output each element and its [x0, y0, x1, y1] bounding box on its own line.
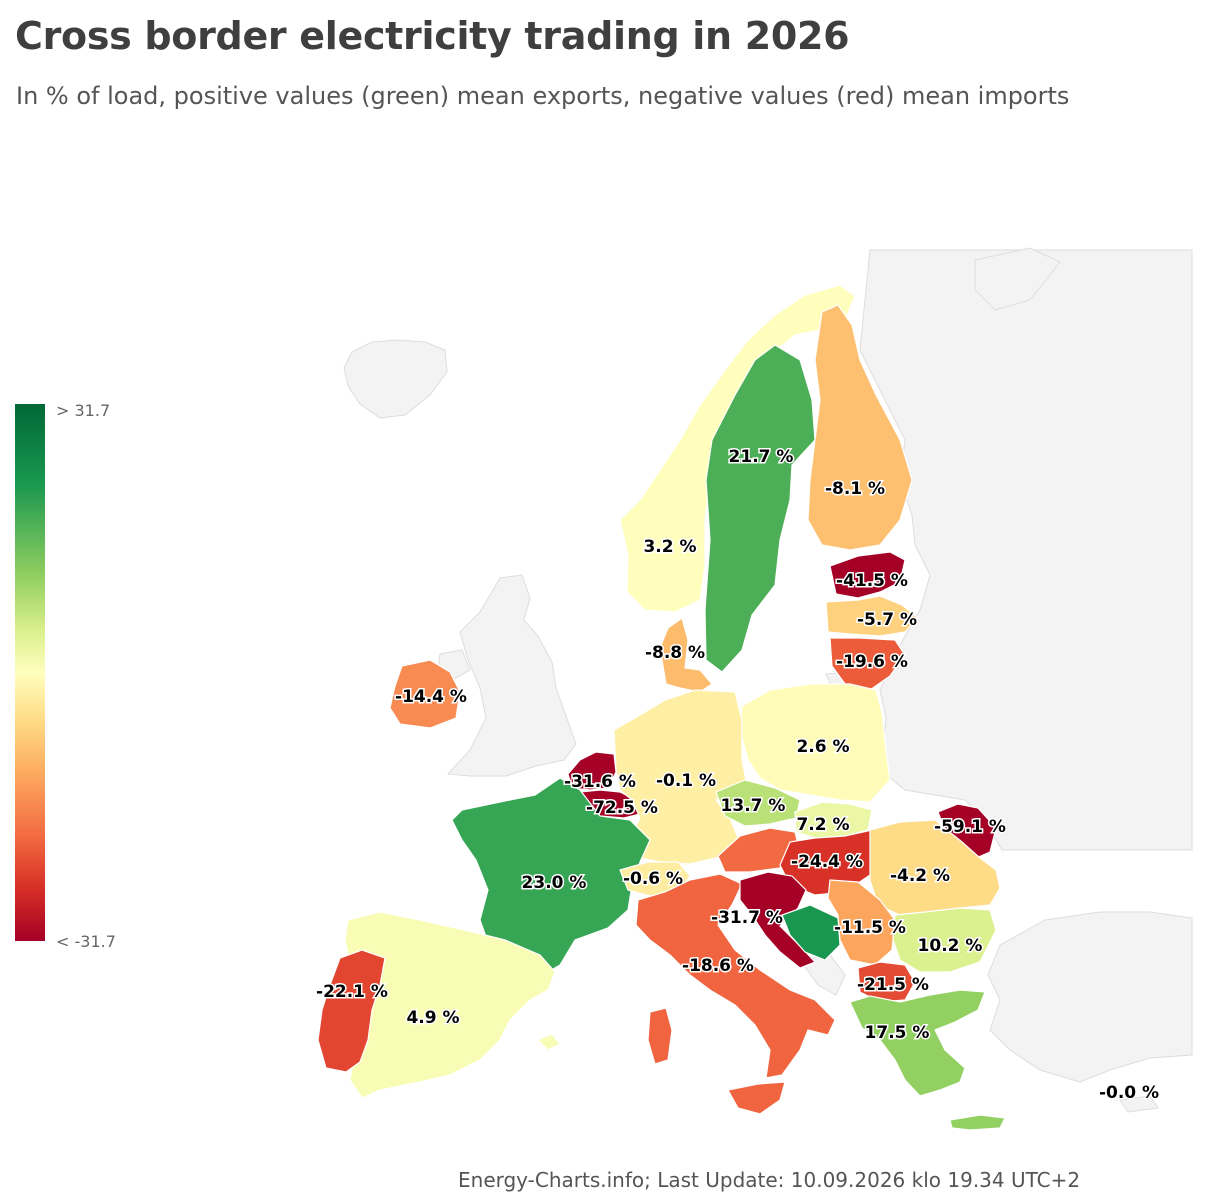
legend-max-label: > 31.7: [56, 401, 111, 420]
label-it: -18.6 %: [682, 956, 754, 976]
country-pl: [739, 683, 891, 803]
label-si: -31.7 %: [711, 908, 783, 928]
chart-subtitle: In % of load, positive values (green) me…: [16, 82, 1070, 110]
country-it-sardinia: [647, 1007, 673, 1065]
country-fi: [807, 304, 913, 551]
footer-source: Energy-Charts.info; Last Update: 10.09.2…: [458, 1168, 1081, 1192]
label-hu: -24.4 %: [791, 852, 863, 872]
label-cz: 13.7 %: [721, 796, 786, 816]
label-fi: -8.1 %: [825, 479, 885, 499]
country-lt: [829, 637, 906, 691]
label-ch: -0.6 %: [623, 869, 683, 889]
background-land: [343, 247, 1193, 1113]
label-fr: 23.0 %: [522, 873, 587, 893]
country-it-sicily: [727, 1081, 786, 1115]
label-dk: -8.8 %: [645, 643, 705, 663]
country-pt: [317, 949, 386, 1073]
country-mk: [857, 961, 916, 1003]
label-nl: -31.6 %: [564, 772, 636, 792]
chart-title: Cross border electricity trading in 2026: [15, 14, 850, 58]
label-ro: -4.2 %: [890, 866, 950, 886]
label-de: -0.1 %: [656, 771, 716, 791]
label-no: 3.2 %: [643, 537, 696, 557]
label-pt: -22.1 %: [316, 982, 388, 1002]
country-sk: [794, 801, 873, 839]
country-shapes: [317, 284, 1006, 1131]
label-bg: 10.2 %: [918, 936, 983, 956]
country-no: [619, 284, 856, 613]
color-scale-legend: [15, 404, 45, 941]
label-tr: -0.0 %: [1099, 1083, 1159, 1103]
country-fr: [451, 777, 651, 973]
country-lv: [825, 595, 919, 637]
label-lv: -5.7 %: [857, 610, 917, 630]
country-ba: [781, 904, 841, 961]
label-md: -59.1 %: [934, 817, 1006, 837]
label-lt: -19.6 %: [836, 652, 908, 672]
label-ie: -14.4 %: [395, 687, 467, 707]
country-si: [739, 871, 817, 969]
label-sk: 7.2 %: [796, 815, 849, 835]
country-dk: [659, 617, 713, 693]
label-pl: 2.6 %: [796, 737, 849, 757]
country-ee: [829, 551, 906, 599]
label-es: 4.9 %: [406, 1008, 459, 1028]
label-mk: -21.5 %: [857, 975, 929, 995]
legend-min-label: < -31.7: [56, 932, 116, 951]
country-ie: [389, 659, 461, 729]
label-ee: -41.5 %: [836, 571, 908, 591]
country-gr-crete: [949, 1114, 1006, 1131]
country-gr: [849, 989, 986, 1097]
label-rs: -11.5 %: [834, 918, 906, 938]
country-es-balearic: [536, 1033, 561, 1051]
label-be: -72.5 %: [586, 798, 658, 818]
label-gr: 17.5 %: [865, 1023, 930, 1043]
label-se: 21.7 %: [729, 447, 794, 467]
country-labels: 21.7 % -8.1 % 3.2 % -41.5 % -5.7 % -19.6…: [315, 446, 1161, 1105]
europe-map: 21.7 % -8.1 % 3.2 % -41.5 % -5.7 % -19.6…: [315, 247, 1193, 1131]
country-bg: [892, 907, 997, 973]
